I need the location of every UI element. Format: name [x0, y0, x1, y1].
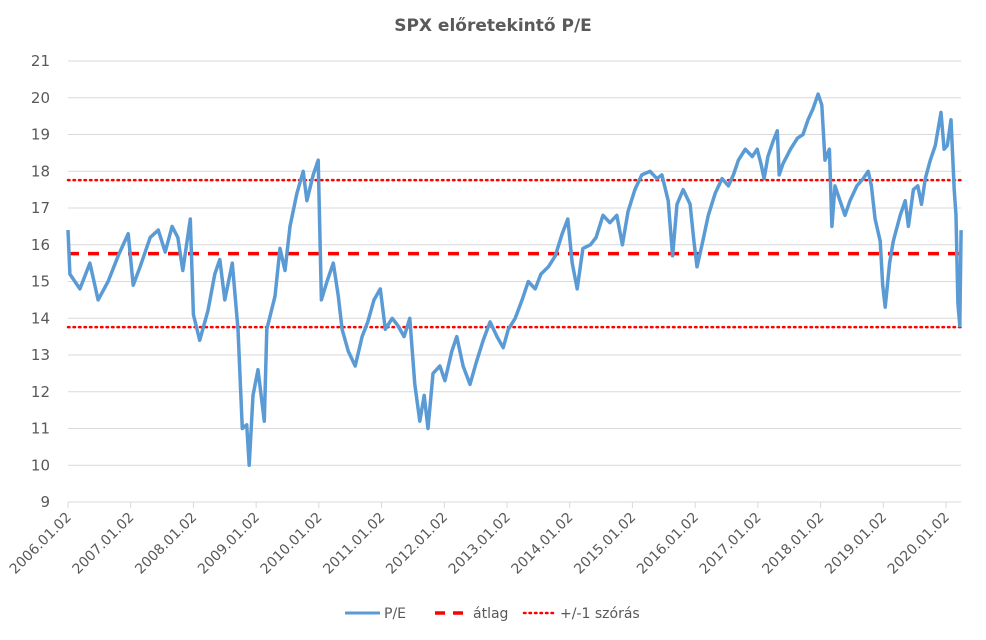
series — [66, 92, 963, 468]
y-tick-label: 13 — [31, 346, 50, 364]
legend-atlag-label: átlag — [473, 606, 508, 622]
y-axis-ticks: 9 10 11 12 13 14 15 16 17 18 19 20 21 — [31, 52, 50, 511]
x-axis: 2006.01.022007.01.022008.01.022009.01.02… — [7, 502, 953, 578]
x-tick-label: 2015.01.02 — [571, 510, 639, 578]
legend-szoras-label: +/-1 szórás — [560, 606, 640, 622]
x-tick-label: 2018.01.02 — [759, 510, 827, 578]
y-tick-label: 9 — [40, 493, 50, 511]
y-tick-label: 12 — [31, 383, 50, 401]
x-tick-label: 2016.01.02 — [634, 510, 702, 578]
x-tick-label: 2006.01.02 — [7, 510, 75, 578]
reference-lines — [66, 178, 963, 329]
x-tick-label: 2014.01.02 — [509, 510, 577, 578]
x-tick-label: 2019.01.02 — [822, 510, 890, 578]
x-tick-label: 2011.01.02 — [320, 510, 388, 578]
y-tick-label: 10 — [31, 456, 50, 474]
x-tick-label: 2020.01.02 — [885, 510, 953, 578]
y-tick-label: 20 — [31, 89, 50, 107]
x-tick-label: 2008.01.02 — [132, 510, 200, 578]
x-tick-label: 2010.01.02 — [258, 510, 326, 578]
gridlines — [68, 60, 961, 503]
pe-series-line — [66, 92, 963, 468]
y-tick-label: 16 — [31, 236, 50, 254]
legend-pe-label: P/E — [384, 606, 406, 622]
y-tick-label: 21 — [31, 52, 50, 70]
legend: P/E átlag +/-1 szórás — [345, 606, 640, 622]
y-tick-label: 17 — [31, 199, 50, 217]
x-tick-label: 2012.01.02 — [383, 510, 451, 578]
x-tick-label: 2009.01.02 — [195, 510, 263, 578]
y-tick-label: 19 — [31, 126, 50, 144]
y-tick-label: 11 — [31, 420, 50, 438]
chart-title: SPX előretekintő P/E — [394, 16, 592, 36]
x-tick-label: 2013.01.02 — [446, 510, 514, 578]
x-tick-label: 2017.01.02 — [697, 510, 765, 578]
x-tick-label: 2007.01.02 — [70, 510, 138, 578]
y-tick-label: 14 — [31, 309, 50, 327]
y-tick-label: 18 — [31, 162, 50, 180]
y-tick-label: 15 — [31, 273, 50, 291]
